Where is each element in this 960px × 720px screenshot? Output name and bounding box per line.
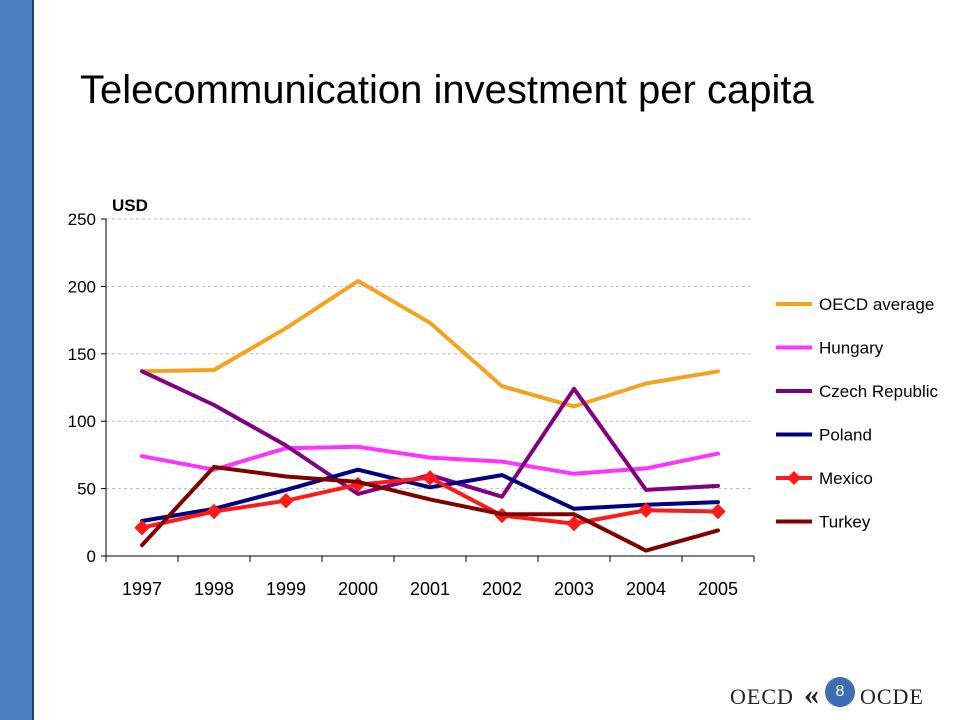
- legend-marker: [787, 471, 801, 485]
- data-point: [134, 519, 150, 536]
- y-tick-label: 250: [68, 210, 96, 229]
- y-tick-label: 0: [87, 547, 96, 566]
- x-tick-label: 2004: [626, 579, 666, 599]
- legend-label: Mexico: [819, 469, 873, 488]
- logo-mark: «: [804, 678, 819, 711]
- y-tick-label: 100: [68, 412, 96, 431]
- logo-text-ocde: OCDE: [860, 684, 924, 709]
- slide-sidebar-band: [0, 0, 34, 720]
- series-line: [140, 279, 720, 409]
- legend-label: Poland: [819, 426, 872, 445]
- unit-label: USD: [112, 196, 148, 215]
- x-tick-label: 2003: [554, 579, 594, 599]
- data-point: [710, 503, 726, 520]
- y-tick-label: 150: [68, 345, 96, 364]
- data-point: [206, 503, 222, 520]
- y-tick-label: 50: [77, 480, 96, 499]
- legend-label: OECD average: [819, 295, 934, 314]
- data-point: [422, 470, 438, 486]
- y-tick-label: 200: [68, 277, 96, 296]
- legend-label: Czech Republic: [819, 382, 939, 401]
- data-point: [278, 493, 294, 509]
- data-point: [566, 515, 582, 532]
- legend-label: Hungary: [819, 339, 884, 358]
- series-line: [140, 465, 720, 553]
- oecd-footer-logo: OECD « 8 OCDE: [700, 670, 960, 720]
- x-tick-label: 1998: [194, 579, 234, 599]
- x-tick-label: 2005: [698, 579, 738, 599]
- x-tick-label: 2001: [410, 579, 450, 599]
- x-tick-label: 1999: [266, 579, 306, 599]
- slide-title: Telecommunication investment per capita: [80, 68, 814, 112]
- legend-label: Turkey: [819, 513, 871, 532]
- x-tick-label: 2002: [482, 579, 522, 599]
- logo-text-oecd: OECD: [730, 684, 794, 709]
- x-tick-label: 1997: [122, 579, 162, 599]
- x-tick-label: 2000: [338, 579, 378, 599]
- data-point: [638, 502, 654, 518]
- series-line: [140, 467, 720, 523]
- page-number-badge: 8: [825, 677, 855, 707]
- series-line: [140, 444, 720, 476]
